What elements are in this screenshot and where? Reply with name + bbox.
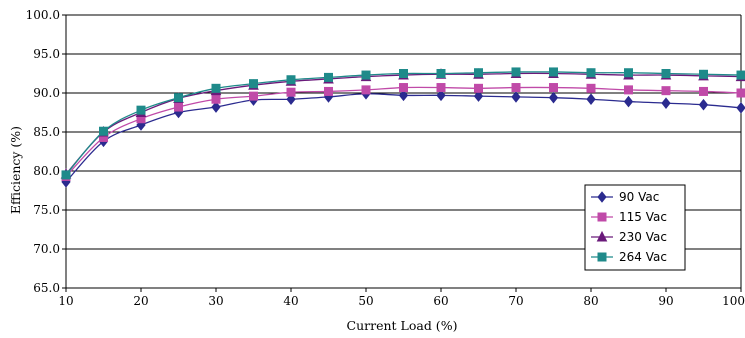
x-tick-label: 80: [583, 294, 598, 308]
y-tick-label: 70.0: [33, 242, 60, 256]
data-point: [174, 102, 183, 112]
x-tick-label: 50: [358, 294, 373, 308]
legend-item: 230 Vac: [591, 230, 667, 244]
data-point: [586, 68, 596, 78]
data-point: [473, 90, 484, 102]
data-point: [398, 89, 409, 102]
legend-marker: [597, 252, 607, 262]
data-point: [736, 70, 745, 80]
data-point: [136, 105, 146, 115]
x-tick-label: 60: [433, 294, 448, 308]
legend-marker: [596, 230, 608, 242]
data-point: [623, 95, 634, 108]
y-tick-label: 85.0: [33, 125, 60, 139]
data-point: [511, 67, 521, 77]
data-point: [399, 83, 408, 93]
y-tick-label: 95.0: [33, 47, 60, 61]
y-axis-title: Efficiency (%): [8, 126, 23, 214]
legend-label: 90 Vac: [619, 190, 659, 204]
x-axis-title: Current Load (%): [347, 318, 458, 333]
data-point: [436, 83, 446, 93]
data-point: [699, 86, 708, 96]
data-point: [211, 83, 221, 93]
data-point: [586, 93, 596, 106]
data-point: [698, 98, 709, 111]
series-90-vac: [61, 87, 745, 188]
data-point: [99, 126, 108, 136]
data-point: [249, 79, 258, 89]
legend-item: 115 Vac: [591, 210, 667, 224]
x-tick-label: 100: [722, 294, 745, 308]
legend: 90 Vac 115 Vac 230 Vac 264 Vac: [584, 184, 686, 271]
data-point: [736, 102, 745, 114]
data-point: [399, 69, 408, 78]
data-point: [286, 93, 296, 106]
data-point: [699, 69, 708, 79]
legend-item: 264 Vac: [591, 250, 667, 264]
legend-item: 90 Vac: [591, 190, 659, 204]
data-point: [548, 91, 559, 104]
series-264-vac: [61, 67, 745, 180]
data-point: [586, 83, 596, 93]
data-point: [361, 70, 371, 80]
legend-label: 115 Vac: [619, 210, 667, 224]
y-tick-label: 75.0: [33, 203, 60, 217]
data-point: [436, 89, 446, 102]
data-point: [549, 83, 558, 93]
x-tick-label: 10: [58, 294, 73, 308]
data-point: [361, 85, 371, 95]
legend-marker: [597, 212, 607, 222]
data-point: [211, 94, 221, 104]
data-point: [511, 91, 521, 103]
data-point: [624, 68, 633, 78]
x-tick-label: 20: [133, 294, 148, 308]
data-point: [661, 97, 671, 109]
data-point: [736, 88, 745, 98]
data-point: [661, 69, 671, 78]
x-tick-label: 30: [208, 294, 223, 308]
x-tick-label: 40: [283, 294, 298, 308]
axis-layer: 65.0 70.0 75.0 80.0 85.0 90.0 95.0 100.0 10 20 30 4…: [26, 8, 745, 308]
data-point: [549, 67, 558, 77]
data-point: [286, 87, 296, 97]
data-point: [511, 83, 521, 93]
data-point: [474, 83, 483, 93]
y-tick-label: 80.0: [33, 164, 60, 178]
legend-label: 230 Vac: [619, 230, 667, 244]
data-point: [474, 68, 483, 78]
data-point: [324, 86, 333, 96]
series-layer: [60, 67, 745, 188]
x-tick-label: 90: [658, 294, 673, 308]
data-point: [61, 170, 71, 180]
y-tick-label: 65.0: [33, 281, 60, 295]
data-point: [211, 101, 221, 113]
legend-marker: [597, 191, 607, 203]
data-point: [624, 85, 633, 95]
data-point: [286, 75, 296, 85]
legend-label: 264 Vac: [619, 250, 667, 264]
data-point: [436, 69, 446, 78]
data-point: [174, 93, 183, 103]
data-point: [324, 72, 333, 82]
y-tick-label: 100.0: [26, 8, 60, 22]
data-point: [249, 91, 258, 101]
y-tick-label: 90.0: [33, 86, 60, 100]
x-tick-label: 70: [508, 294, 523, 308]
data-point: [661, 86, 671, 96]
